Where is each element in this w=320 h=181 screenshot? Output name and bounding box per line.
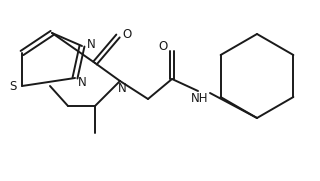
Text: N: N: [78, 77, 86, 89]
Text: N: N: [118, 81, 126, 94]
Text: NH: NH: [191, 92, 209, 106]
Text: S: S: [9, 81, 17, 94]
Text: N: N: [87, 37, 95, 50]
Text: O: O: [122, 28, 132, 41]
Text: O: O: [158, 39, 168, 52]
